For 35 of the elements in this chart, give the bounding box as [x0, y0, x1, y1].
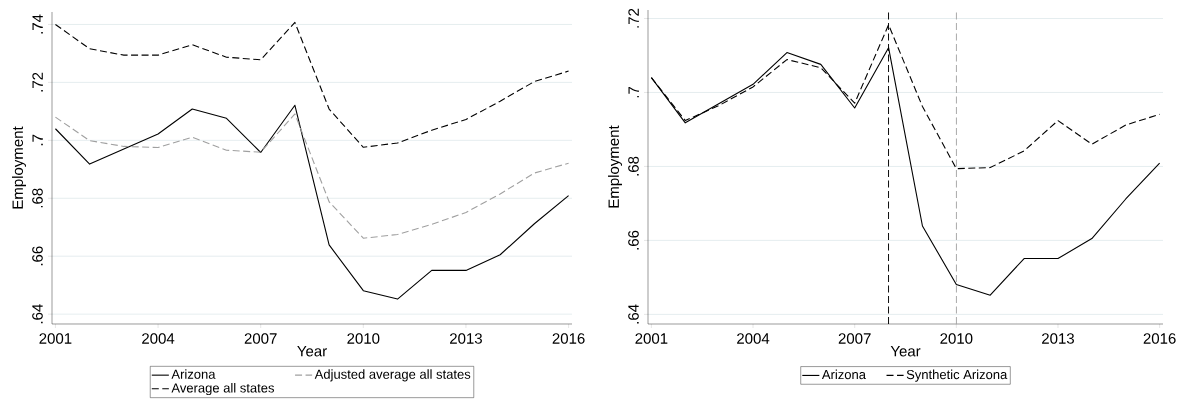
- x-tick-label: 2004: [737, 333, 770, 344]
- y-axis-title: Employment: [12, 126, 26, 209]
- x-tick-label: 2004: [142, 333, 175, 344]
- x-tick-label: 2007: [244, 333, 277, 344]
- x-tick-label: 2016: [1143, 333, 1176, 344]
- legend-label: Synthetic Arizona: [906, 369, 1008, 382]
- line-series: [54, 104, 570, 300]
- y-tick-label: .72: [628, 8, 639, 28]
- legend-label: Average all states: [171, 382, 275, 396]
- x-tick-label: 2007: [838, 333, 871, 344]
- line-series: [54, 21, 570, 148]
- line-series: [54, 113, 570, 239]
- x-tick-label: 2001: [635, 333, 668, 344]
- x-tick-label: 2013: [1042, 333, 1074, 344]
- legend-label: Arizona: [821, 369, 866, 380]
- x-axis-title: Year: [297, 346, 327, 357]
- x-tick-label: 2010: [940, 333, 973, 344]
- y-tick-label: .74: [32, 14, 43, 34]
- legend-label: Arizona: [171, 369, 216, 379]
- x-tick-label: 2001: [39, 333, 72, 344]
- y-tick-label: .68: [32, 188, 43, 208]
- y-tick-label: .7: [32, 134, 43, 146]
- x-axis-title: Year: [890, 346, 921, 357]
- y-tick-label: .72: [32, 72, 43, 92]
- y-tick-label: .66: [32, 246, 43, 266]
- y-tick-label: .68: [628, 156, 639, 176]
- x-tick-label: 2013: [450, 333, 482, 344]
- y-axis-title: Employment: [608, 125, 622, 208]
- y-tick-label: .64: [628, 304, 639, 324]
- x-tick-label: 2010: [347, 333, 380, 344]
- y-tick-label: .66: [628, 230, 639, 250]
- y-tick-label: .64: [32, 304, 43, 324]
- legend-label: Adjusted average all states: [314, 369, 471, 382]
- x-tick-label: 2016: [552, 333, 585, 344]
- y-tick-label: .7: [628, 86, 639, 98]
